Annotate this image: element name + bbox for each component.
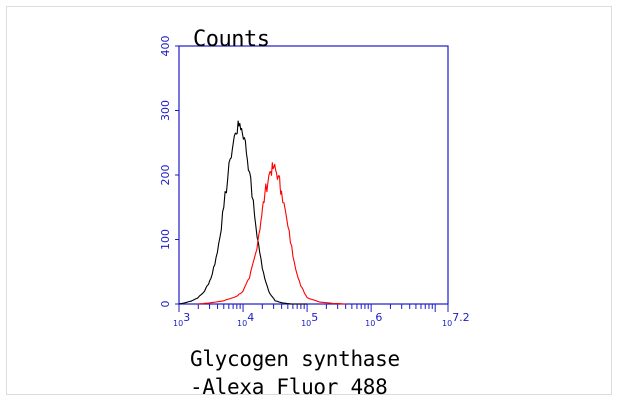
series-line-1	[198, 162, 346, 305]
y-tick-label-4: 400	[159, 36, 172, 57]
plot-border	[178, 45, 449, 305]
x-axis-label-line-2: -Alexa Fluor 488	[190, 375, 388, 399]
series-line-0	[178, 120, 308, 305]
x-tick-label-0: 103	[173, 311, 190, 328]
y-tick-label-1: 100	[159, 229, 172, 250]
x-tick-label-2: 105	[301, 311, 318, 328]
x-tick-label-3: 106	[365, 311, 382, 328]
y-tick-label-0: 0	[159, 301, 172, 308]
y-tick-label-2: 200	[159, 165, 172, 186]
x-tick-label-4: 107.2	[442, 311, 470, 328]
x-tick-label-1: 104	[237, 311, 254, 328]
chart-frame: 0 100 200 300 400 103 104 105 106 107.2 Counts Gl…	[6, 6, 612, 399]
x-axis-label-line-1: Glycogen synthase	[190, 347, 400, 371]
y-axis-label: Counts	[193, 27, 270, 52]
chart-plot: 0 100 200 300 400 103 104 105 106 107.2	[159, 36, 470, 329]
y-tick-label-3: 300	[159, 100, 172, 121]
